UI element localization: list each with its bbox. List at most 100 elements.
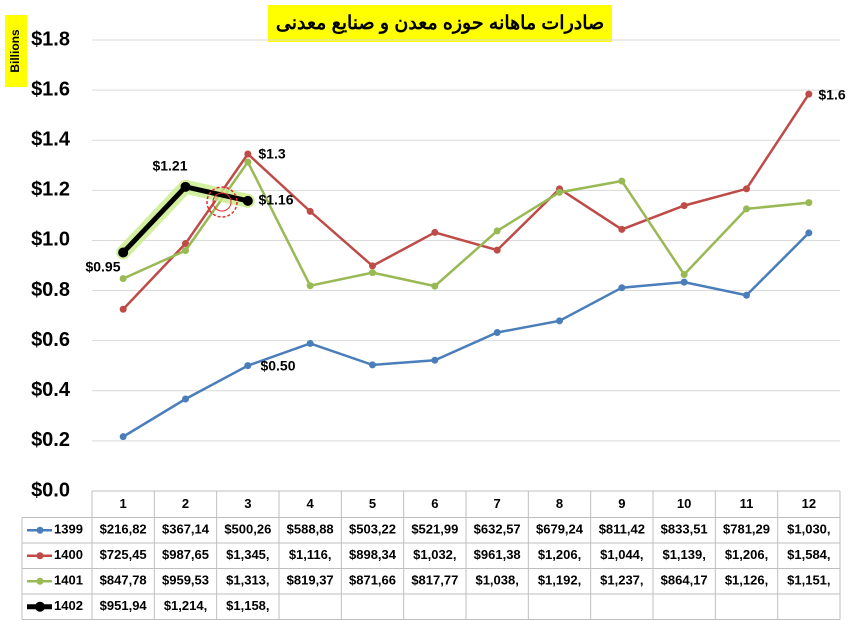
point <box>680 202 688 210</box>
y-tick-label: $0.8 <box>31 279 70 301</box>
legend-label: 1400 <box>54 547 83 562</box>
point <box>119 275 127 283</box>
point <box>119 433 127 441</box>
point <box>431 356 439 364</box>
point <box>180 181 191 192</box>
y-tick-label: $0.0 <box>31 479 70 501</box>
annotation: $0.95 <box>85 259 120 275</box>
x-tick-label: 10 <box>677 496 691 511</box>
table-cell: $521,99 <box>411 522 458 537</box>
table-cell: $959,53 <box>162 573 209 588</box>
table-cell: $781,29 <box>723 522 770 537</box>
series-line <box>122 159 809 288</box>
point <box>242 195 253 206</box>
point <box>119 305 127 313</box>
table-cell: $1,126, <box>725 573 768 588</box>
table-cell: $1,158, <box>226 598 269 613</box>
point <box>618 284 626 292</box>
series-line <box>122 232 810 438</box>
point <box>805 199 813 207</box>
point <box>244 150 252 158</box>
legend-marker <box>36 552 44 560</box>
table-cell: $871,66 <box>349 573 396 588</box>
x-tick-label: 2 <box>182 496 189 511</box>
table-cell: $819,37 <box>287 573 334 588</box>
table-cell: $500,26 <box>224 522 271 537</box>
chart-title: صادرات ماهانه حوزه معدن و صنایع معدنی <box>276 13 604 34</box>
point <box>369 361 376 369</box>
table-cell: $898,34 <box>349 547 397 562</box>
point <box>805 229 813 237</box>
point <box>743 205 750 213</box>
legend-label: 1399 <box>54 522 83 537</box>
table-cell: $1,237, <box>600 573 643 588</box>
annotation: $1.16 <box>258 192 293 208</box>
table-cell: $1,038, <box>475 573 518 588</box>
point <box>182 240 189 248</box>
table-cell: $961,38 <box>474 547 521 562</box>
table-cell: $847,78 <box>100 573 147 588</box>
point <box>493 246 501 254</box>
title-box <box>268 5 612 42</box>
annotation: $1.21 <box>152 158 187 174</box>
table-cell: $1,116, <box>289 547 332 562</box>
icon-ring <box>206 186 238 218</box>
annotation: $0.50 <box>260 358 295 374</box>
point <box>369 269 376 277</box>
legend-label: 1402 <box>54 598 83 613</box>
table-cell: $1,044, <box>600 547 643 562</box>
point <box>118 247 129 258</box>
y-tick-label: $1.6 <box>31 78 70 100</box>
icon-ring <box>212 192 232 212</box>
x-tick-label: 8 <box>556 496 563 511</box>
y-tick-label: $1.2 <box>31 179 70 201</box>
table-cell: $833,51 <box>661 522 708 537</box>
point <box>182 247 189 255</box>
point <box>182 395 189 403</box>
y-tick-label: $0.4 <box>31 379 71 401</box>
point <box>680 270 688 278</box>
y-label-box <box>5 15 27 87</box>
point <box>618 225 626 233</box>
point <box>431 282 439 290</box>
x-tick-label: 11 <box>740 496 754 511</box>
x-tick-label: 1 <box>120 496 127 511</box>
annotation: $1.6 <box>818 87 845 103</box>
point <box>244 158 252 166</box>
table-cell: $367,14 <box>162 522 210 537</box>
y-tick-label: $0.6 <box>31 329 70 351</box>
table-cell: $503,22 <box>349 522 396 537</box>
point <box>493 227 501 235</box>
x-tick-label: 3 <box>244 496 251 511</box>
table-cell: $588,88 <box>287 522 334 537</box>
table-cell: $811,42 <box>599 522 645 537</box>
table-cell: $1,151, <box>787 573 830 588</box>
point <box>306 339 314 347</box>
table-cell: $1,192, <box>538 573 581 588</box>
table-cell: $987,65 <box>162 547 209 562</box>
point <box>306 207 314 215</box>
point <box>618 177 626 185</box>
x-tick-label: 6 <box>431 496 438 511</box>
series-line <box>122 93 810 311</box>
table-cell: $817,77 <box>411 573 458 588</box>
y-tick-label: $0.2 <box>31 429 70 451</box>
table-cell: $725,45 <box>100 547 147 562</box>
x-tick-label: 7 <box>494 496 501 511</box>
point <box>805 90 813 98</box>
table-cell: $216,82 <box>100 522 147 537</box>
table-cell: $1,584, <box>787 547 830 562</box>
legend-marker <box>36 577 44 585</box>
point <box>369 262 376 270</box>
y-tick-label: $1.0 <box>31 229 70 251</box>
table-cell: $1,214, <box>164 598 207 613</box>
legend-label: 1401 <box>54 573 83 588</box>
x-tick-label: 5 <box>369 496 376 511</box>
table-cell: $1,345, <box>226 547 269 562</box>
x-tick-label: 4 <box>307 496 315 511</box>
point <box>556 317 563 325</box>
x-tick-label: 12 <box>802 496 816 511</box>
point <box>493 329 501 337</box>
